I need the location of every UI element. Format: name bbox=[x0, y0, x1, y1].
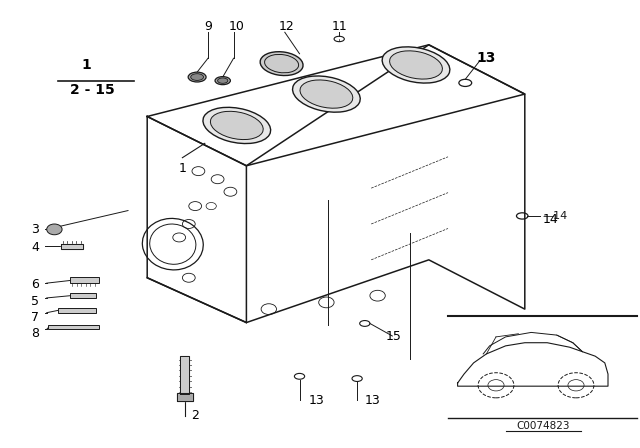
Text: 1: 1 bbox=[179, 161, 186, 175]
Ellipse shape bbox=[260, 52, 303, 76]
Ellipse shape bbox=[215, 77, 230, 85]
Ellipse shape bbox=[218, 78, 228, 83]
Text: 9: 9 bbox=[204, 20, 212, 34]
Polygon shape bbox=[180, 356, 189, 394]
Ellipse shape bbox=[188, 72, 206, 82]
Text: 12: 12 bbox=[278, 20, 294, 34]
Ellipse shape bbox=[390, 51, 442, 79]
FancyBboxPatch shape bbox=[70, 293, 96, 298]
Ellipse shape bbox=[191, 74, 204, 81]
Polygon shape bbox=[177, 393, 193, 401]
Text: 5: 5 bbox=[31, 294, 39, 308]
Ellipse shape bbox=[211, 111, 263, 140]
Ellipse shape bbox=[203, 108, 271, 143]
FancyBboxPatch shape bbox=[70, 277, 99, 283]
Ellipse shape bbox=[292, 76, 360, 112]
Text: 1: 1 bbox=[81, 58, 92, 72]
FancyBboxPatch shape bbox=[48, 325, 99, 329]
Text: 2: 2 bbox=[191, 409, 199, 422]
Text: 15: 15 bbox=[386, 330, 401, 344]
Text: 13: 13 bbox=[477, 51, 496, 65]
Text: 7: 7 bbox=[31, 310, 39, 324]
Text: 13: 13 bbox=[365, 394, 380, 408]
Text: —14: —14 bbox=[542, 211, 567, 221]
Text: 13: 13 bbox=[309, 394, 324, 408]
Text: C0074823: C0074823 bbox=[516, 422, 570, 431]
Ellipse shape bbox=[300, 80, 353, 108]
Text: 10: 10 bbox=[229, 20, 244, 34]
Polygon shape bbox=[61, 244, 83, 249]
Text: 4: 4 bbox=[31, 241, 39, 254]
Text: 6: 6 bbox=[31, 278, 39, 291]
Text: 8: 8 bbox=[31, 327, 39, 340]
Text: 14: 14 bbox=[543, 213, 558, 226]
Text: 3: 3 bbox=[31, 223, 39, 236]
FancyBboxPatch shape bbox=[58, 308, 96, 313]
Circle shape bbox=[47, 224, 62, 235]
Ellipse shape bbox=[382, 47, 450, 83]
Text: 11: 11 bbox=[332, 20, 347, 34]
Text: 2 - 15: 2 - 15 bbox=[70, 82, 115, 97]
